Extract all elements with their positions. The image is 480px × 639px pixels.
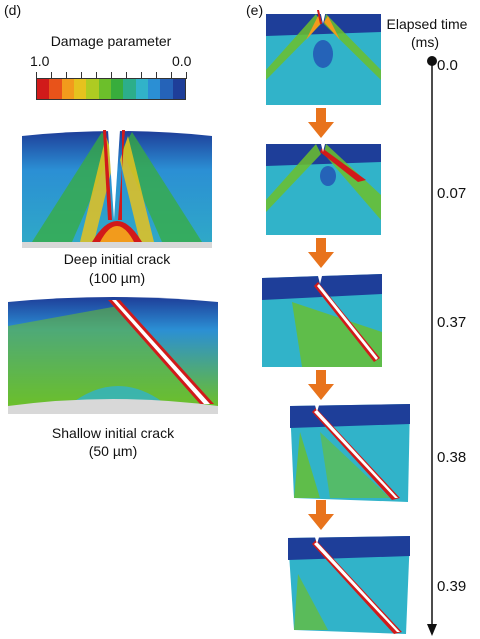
- sequence-arrow-1: [308, 108, 334, 138]
- sequence-arrow-4: [308, 500, 334, 530]
- legend-tick: [51, 72, 52, 79]
- legend-tick: [156, 72, 157, 79]
- legend-swatch-9: [147, 79, 161, 99]
- legend-swatch-7: [123, 79, 136, 99]
- legend-max-label: 0.0: [172, 53, 192, 69]
- frame-t1: [266, 140, 381, 235]
- legend-min-label: 1.0: [30, 53, 50, 69]
- time-value-1: 0.07: [437, 185, 467, 202]
- deep-crack-label: Deep initial crack: [63, 251, 171, 267]
- legend-swatch-4: [86, 79, 99, 99]
- damage-color-scale: [36, 78, 186, 100]
- frame-t0: [266, 10, 381, 105]
- shallow-crack-model: [8, 297, 218, 414]
- legend-swatch-1: [49, 79, 62, 99]
- frame-t2: [262, 272, 382, 367]
- panel-d-label: (d): [4, 2, 22, 18]
- legend-tick: [126, 72, 127, 79]
- elapsed-time-header: Elapsed time: [386, 16, 468, 32]
- legend-swatch-2: [61, 79, 74, 99]
- legend-tick: [141, 72, 142, 79]
- time-value-2: 0.37: [437, 314, 467, 331]
- legend-swatch-10: [160, 79, 173, 99]
- shallow-crack-depth: (50 µm): [88, 443, 138, 459]
- legend-swatch-3: [73, 79, 87, 99]
- frame-t4: [288, 534, 410, 634]
- legend-swatch-8: [135, 79, 148, 99]
- legend-tick: [66, 72, 67, 79]
- shallow-crack-label: Shallow initial crack: [51, 425, 175, 441]
- timeline-axis: [427, 56, 437, 636]
- legend-swatch-5: [98, 79, 111, 99]
- deep-crack-depth: (100 µm): [88, 270, 146, 286]
- time-value-4: 0.39: [437, 578, 467, 595]
- elapsed-time-unit: (ms): [411, 34, 439, 50]
- legend-swatch-0: [37, 79, 50, 99]
- legend-swatch-6: [110, 79, 124, 99]
- sequence-arrow-3: [308, 370, 334, 400]
- legend-tick: [81, 72, 82, 79]
- sequence-arrow-2: [308, 238, 334, 268]
- legend-swatch-11: [172, 79, 185, 99]
- legend-tick: [186, 72, 187, 79]
- legend-tick: [171, 72, 172, 79]
- panel-e-label: (e): [246, 2, 264, 18]
- legend-title: Damage parameter: [50, 33, 172, 49]
- time-value-3: 0.38: [437, 449, 467, 466]
- legend-tick: [36, 72, 37, 79]
- time-value-0: 0.0: [437, 57, 458, 74]
- legend-tick: [111, 72, 112, 79]
- frame-t3: [290, 402, 410, 502]
- deep-crack-model: [22, 130, 212, 248]
- legend-tick: [96, 72, 97, 79]
